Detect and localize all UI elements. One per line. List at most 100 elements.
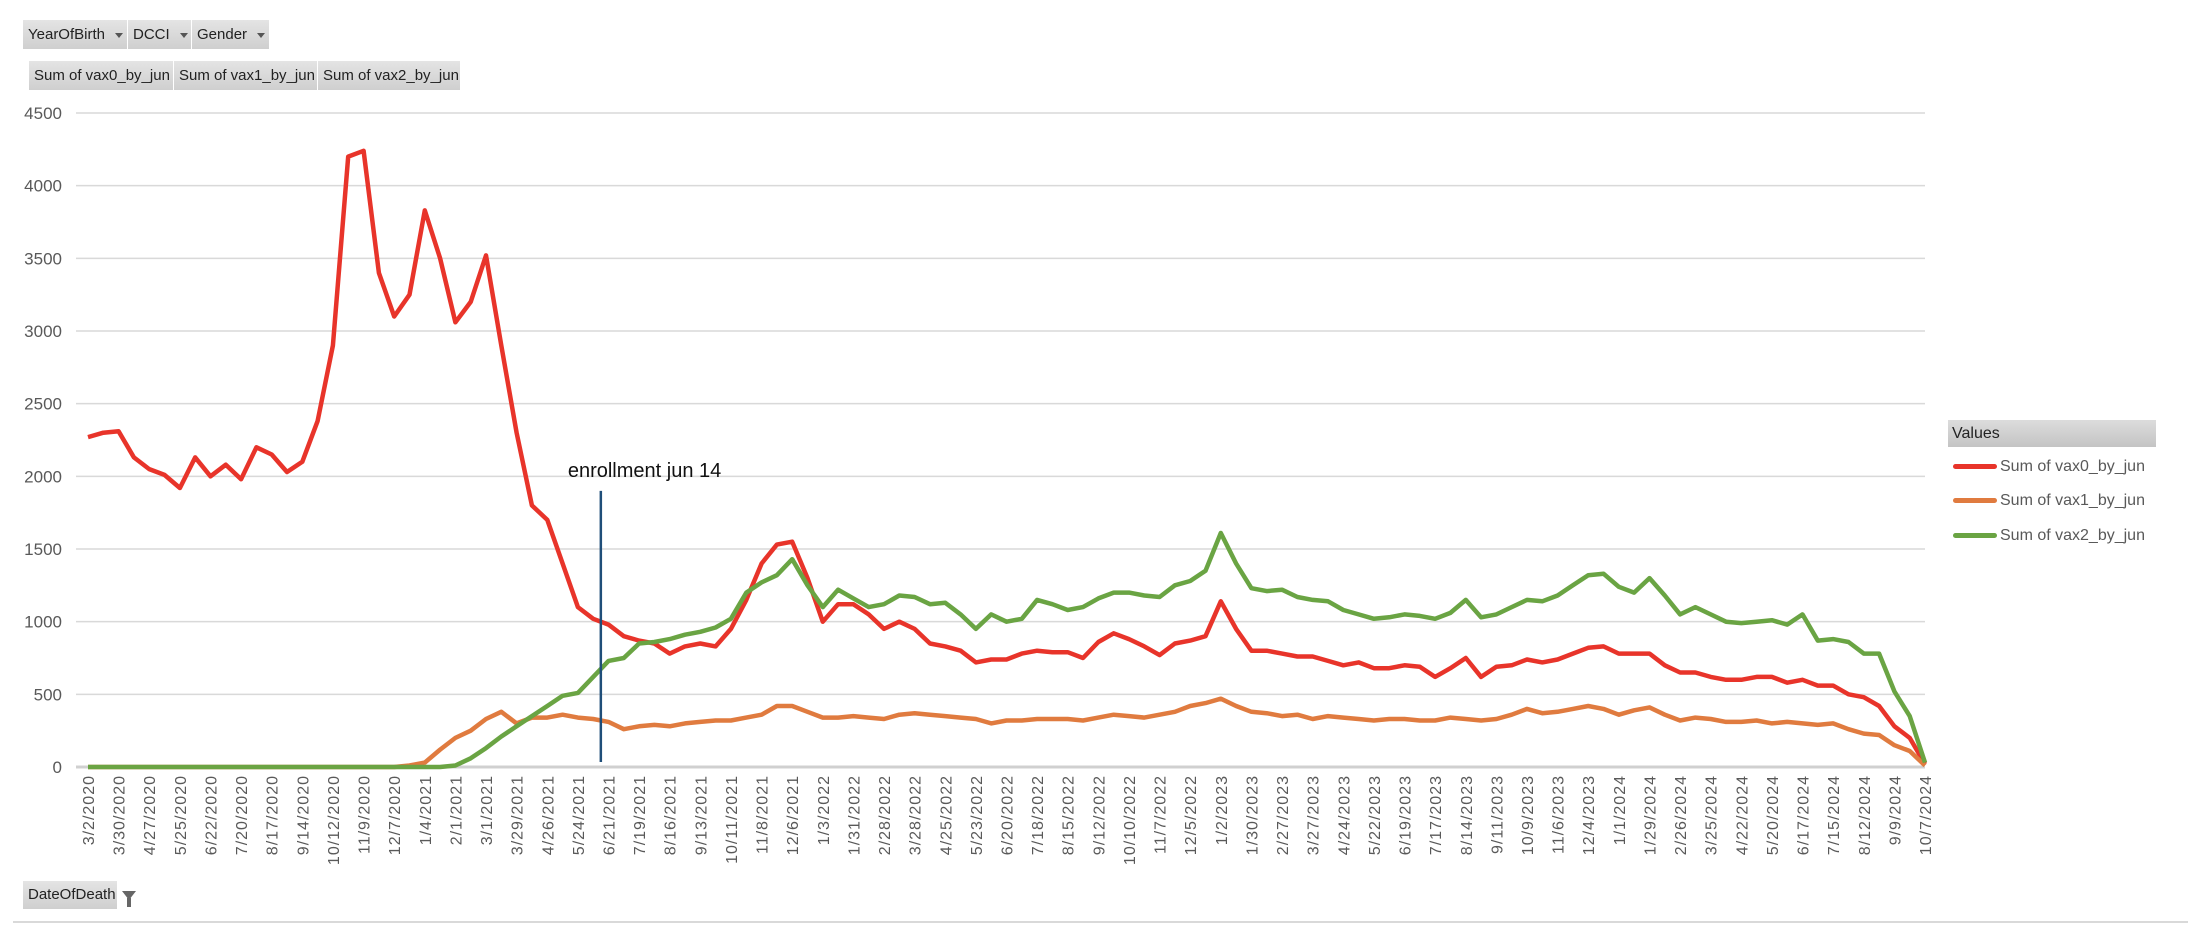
x-tick-label: 3/27/2023 [1306, 775, 1323, 855]
legend-item-vax1[interactable]: Sum of vax1_by_jun [1953, 491, 2145, 511]
x-tick-label: 3/29/2021 [510, 775, 527, 855]
y-tick-label: 3500 [24, 249, 62, 268]
x-tick-label: 2/27/2023 [1275, 775, 1292, 855]
x-tick-label: 7/19/2021 [632, 775, 649, 855]
x-tick-label: 8/12/2024 [1857, 775, 1874, 855]
x-tick-label: 6/19/2023 [1398, 775, 1415, 855]
x-tick-label: 3/25/2024 [1704, 775, 1721, 855]
x-tick-label: 4/24/2023 [1336, 775, 1353, 855]
axis-field-label: DateOfDeath [28, 886, 116, 903]
legend-item-vax2[interactable]: Sum of vax2_by_jun [1953, 526, 2145, 546]
x-tick-label: 1/29/2024 [1642, 775, 1659, 855]
series-line-vax0 [87, 148, 1927, 766]
row-field-gender-button[interactable]: Gender [192, 20, 270, 49]
row-field-label: Gender [197, 26, 248, 43]
y-tick-label: 1500 [24, 540, 62, 559]
value-field-vax1-button[interactable]: Sum of vax1_by_jun [174, 61, 318, 90]
legend-label: Sum of vax2_by_jun [2000, 527, 2145, 544]
dropdown-arrow-icon [257, 32, 266, 38]
value-field-vax2-button[interactable]: Sum of vax2_by_jun [318, 61, 461, 90]
row-field-label: YearOfBirth [28, 26, 105, 43]
x-tick-label: 8/17/2020 [265, 775, 282, 855]
x-tick-label: 12/4/2023 [1581, 775, 1598, 855]
x-tick-label: 1/1/2024 [1612, 775, 1629, 845]
x-tick-label: 11/7/2022 [1153, 775, 1170, 854]
x-tick-label: 11/9/2020 [357, 775, 374, 854]
x-tick-label: 4/26/2021 [540, 775, 557, 855]
x-tick-label: 2/28/2022 [877, 775, 894, 855]
x-tick-label: 9/11/2023 [1489, 775, 1506, 854]
legend-item-vax0[interactable]: Sum of vax0_by_jun [1953, 457, 2145, 477]
x-tick-label: 11/6/2023 [1551, 775, 1568, 854]
x-tick-label: 3/2/2020 [81, 775, 98, 845]
x-tick-label: 3/1/2021 [479, 775, 496, 845]
legend-swatch [1953, 533, 1997, 539]
legend-label: Sum of vax0_by_jun [2000, 458, 2145, 475]
x-tick-label: 7/18/2022 [1030, 775, 1047, 855]
x-tick-label: 6/21/2021 [601, 775, 618, 855]
x-tick-label: 1/2/2023 [1214, 775, 1231, 845]
row-field-yearofbirth-button[interactable]: YearOfBirth [23, 20, 128, 49]
x-tick-label: 6/20/2022 [1000, 775, 1017, 855]
legend-swatch [1953, 464, 1997, 470]
x-tick-label: 9/14/2020 [295, 775, 312, 855]
x-tick-label: 10/12/2020 [326, 775, 343, 865]
x-tick-label: 7/15/2024 [1826, 775, 1843, 855]
series-line-vax1 [88, 696, 1927, 770]
x-tick-label: 9/9/2024 [1887, 775, 1904, 845]
x-tick-label: 1/4/2021 [418, 775, 435, 845]
x-tick-label: 9/13/2021 [693, 775, 710, 855]
x-tick-label: 2/26/2024 [1673, 775, 1690, 855]
value-field-label: Sum of vax2_by_jun [323, 67, 459, 84]
y-tick-label: 1000 [24, 613, 62, 632]
row-field-label: DCCI [133, 26, 170, 43]
x-tick-label: 10/10/2022 [1122, 775, 1139, 865]
dropdown-arrow-icon [179, 32, 188, 38]
x-tick-label: 8/16/2021 [663, 775, 680, 855]
x-tick-label: 1/3/2022 [816, 775, 833, 845]
x-tick-label: 10/9/2023 [1520, 775, 1537, 855]
x-tick-label: 1/30/2023 [1244, 775, 1261, 855]
y-tick-label: 0 [53, 758, 62, 777]
value-field-vax0-button[interactable]: Sum of vax0_by_jun [29, 61, 174, 90]
x-tick-label: 5/25/2020 [173, 775, 190, 855]
legend-title: Values [1948, 420, 2156, 447]
x-tick-label: 6/22/2020 [203, 775, 220, 855]
x-tick-label: 9/12/2022 [1091, 775, 1108, 855]
x-tick-label: 12/5/2022 [1183, 775, 1200, 855]
y-tick-label: 2500 [24, 395, 62, 414]
x-tick-label: 4/25/2022 [938, 775, 955, 855]
y-tick-label: 3000 [24, 322, 62, 341]
y-tick-label: 4500 [24, 104, 62, 123]
axis-field-dateofdeath-button[interactable]: DateOfDeath [23, 881, 136, 909]
x-tick-label: 12/6/2021 [785, 775, 802, 855]
filter-funnel-icon [121, 890, 136, 907]
x-tick-label: 12/7/2020 [387, 775, 404, 855]
row-field-dcci-button[interactable]: DCCI [128, 20, 192, 49]
y-tick-label: 2000 [24, 467, 62, 486]
value-field-label: Sum of vax1_by_jun [179, 67, 315, 84]
x-tick-label: 8/15/2022 [1061, 775, 1078, 855]
bottom-divider [13, 921, 2188, 923]
dropdown-arrow-icon [115, 32, 123, 38]
x-tick-label: 1/31/2022 [846, 775, 863, 855]
value-field-label: Sum of vax0_by_jun [34, 67, 170, 84]
x-tick-label: 10/7/2024 [1918, 775, 1935, 855]
enrollment-annotation-label: enrollment jun 14 [568, 460, 721, 482]
x-tick-label: 4/27/2020 [142, 775, 159, 855]
x-tick-label: 11/8/2021 [755, 775, 772, 854]
x-tick-label: 3/28/2022 [908, 775, 925, 855]
x-tick-label: 5/23/2022 [969, 775, 986, 855]
legend-label: Sum of vax1_by_jun [2000, 492, 2145, 509]
y-tick-label: 4000 [24, 177, 62, 196]
series-line-vax2 [88, 530, 1928, 770]
x-tick-label: 3/30/2020 [112, 775, 129, 855]
y-tick-label: 500 [34, 685, 62, 704]
x-tick-label: 5/24/2021 [571, 775, 588, 855]
x-tick-label: 2/1/2021 [448, 775, 465, 845]
x-tick-label: 5/20/2024 [1765, 775, 1782, 855]
legend-swatch [1953, 498, 1997, 504]
x-tick-label: 6/17/2024 [1796, 775, 1813, 855]
x-tick-label: 10/11/2021 [724, 775, 741, 864]
